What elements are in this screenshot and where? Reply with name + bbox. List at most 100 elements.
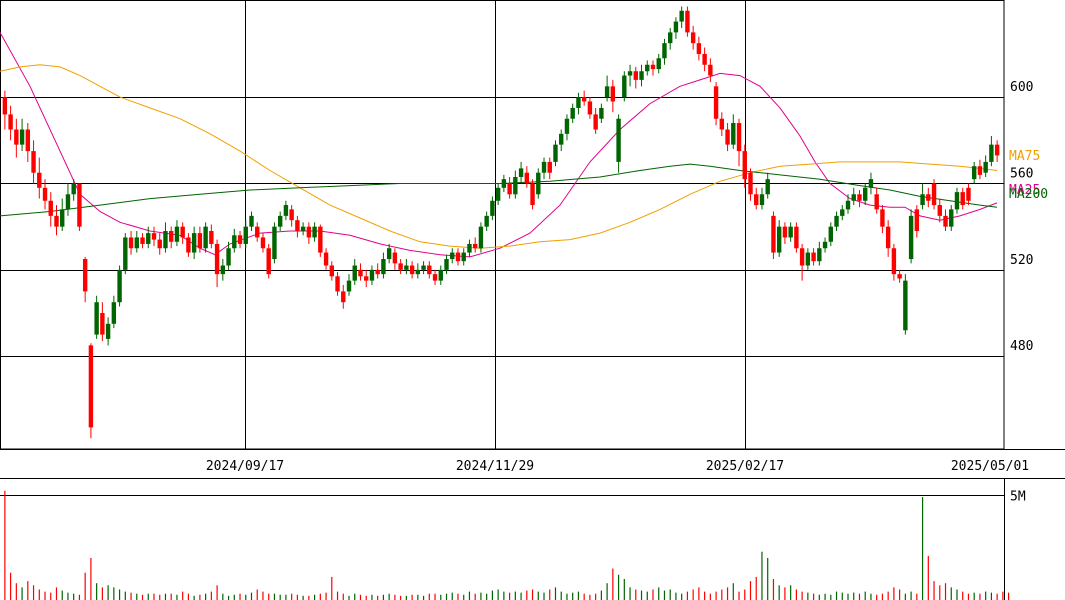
- candle: [329, 261, 334, 281]
- candle: [60, 198, 65, 231]
- candle: [587, 97, 593, 119]
- candle: [369, 265, 375, 285]
- candle: [346, 274, 352, 296]
- candle: [971, 161, 977, 184]
- candle: [845, 194, 851, 214]
- candle: [318, 224, 323, 257]
- candle: [174, 220, 180, 247]
- candle: [702, 47, 707, 72]
- candle: [828, 222, 833, 247]
- x-tick-label: 2024/09/17: [206, 459, 284, 474]
- candle: [186, 233, 191, 257]
- legend-ma200: MA200: [1009, 187, 1048, 202]
- candle: [255, 222, 260, 242]
- candle: [260, 233, 266, 253]
- x-tick-label: 2025/05/01: [951, 459, 1029, 474]
- candle: [811, 248, 816, 266]
- candle: [662, 38, 667, 65]
- candle: [478, 222, 484, 253]
- candle: [679, 6, 684, 29]
- candle: [94, 295, 99, 339]
- candle: [54, 205, 59, 236]
- candle: [604, 75, 610, 102]
- candle: [581, 90, 587, 106]
- candle: [782, 222, 788, 244]
- candle: [949, 205, 954, 231]
- candle: [868, 172, 874, 195]
- candle: [937, 198, 942, 223]
- candle: [903, 274, 908, 335]
- candle: [220, 259, 226, 281]
- x-tick-label: 2024/11/29: [456, 459, 534, 474]
- candle: [759, 187, 765, 210]
- candle: [874, 187, 879, 214]
- candle: [427, 261, 432, 279]
- candle: [88, 343, 94, 439]
- candle: [461, 248, 466, 266]
- price-panel: [0, 0, 1065, 479]
- candle: [765, 172, 770, 199]
- candle: [536, 168, 541, 199]
- candle: [719, 112, 725, 136]
- candle: [117, 265, 122, 307]
- candle: [398, 259, 403, 275]
- candle: [409, 261, 415, 279]
- candle: [966, 183, 971, 206]
- candle: [914, 205, 920, 238]
- candle: [553, 140, 558, 167]
- candle: [547, 157, 552, 180]
- candle: [960, 187, 965, 210]
- candle: [277, 211, 283, 231]
- candle: [570, 103, 575, 124]
- candle: [530, 179, 535, 210]
- candle: [931, 179, 937, 210]
- axis-labels: 480 520 560 600 2024/09/17 2024/11/29 2025/02/…: [206, 80, 1048, 504]
- candle: [994, 140, 1000, 162]
- candle: [696, 36, 702, 61]
- candle: [335, 271, 340, 296]
- candle: [559, 129, 564, 152]
- candle: [576, 92, 581, 115]
- candle: [736, 118, 742, 167]
- volume-panel: [0, 478, 1010, 600]
- candle: [776, 220, 782, 257]
- candle: [897, 269, 902, 283]
- candle: [513, 170, 518, 199]
- candle: [817, 241, 822, 266]
- volume-tick-label: 5M: [1010, 490, 1026, 505]
- candle: [157, 233, 162, 255]
- candle: [742, 144, 747, 188]
- candle: [920, 183, 925, 210]
- candle: [622, 71, 627, 102]
- candle: [128, 230, 134, 255]
- candle: [610, 79, 616, 113]
- candle: [203, 222, 208, 253]
- candle: [989, 135, 994, 167]
- candle: [197, 226, 203, 253]
- candle: [450, 248, 455, 264]
- y-tick-label: 520: [1010, 253, 1033, 268]
- candle: [748, 168, 753, 201]
- candle: [685, 6, 690, 37]
- candle: [627, 64, 633, 87]
- candle: [599, 103, 604, 124]
- candle: [444, 254, 449, 275]
- candle: [840, 205, 845, 221]
- candle: [341, 284, 346, 309]
- candle: [977, 159, 983, 180]
- candle: [908, 209, 914, 264]
- candle: [857, 189, 862, 208]
- candle: [392, 248, 398, 270]
- candle: [226, 241, 231, 270]
- legend-ma75: MA75: [1009, 149, 1040, 164]
- y-tick-label: 600: [1010, 80, 1033, 95]
- candle: [2, 90, 8, 130]
- candle: [668, 28, 673, 50]
- candle: [163, 222, 168, 253]
- candle: [37, 157, 42, 199]
- candle: [851, 187, 856, 206]
- candle: [48, 192, 53, 227]
- candle: [834, 211, 839, 231]
- candle: [352, 259, 357, 285]
- candle: [300, 222, 306, 236]
